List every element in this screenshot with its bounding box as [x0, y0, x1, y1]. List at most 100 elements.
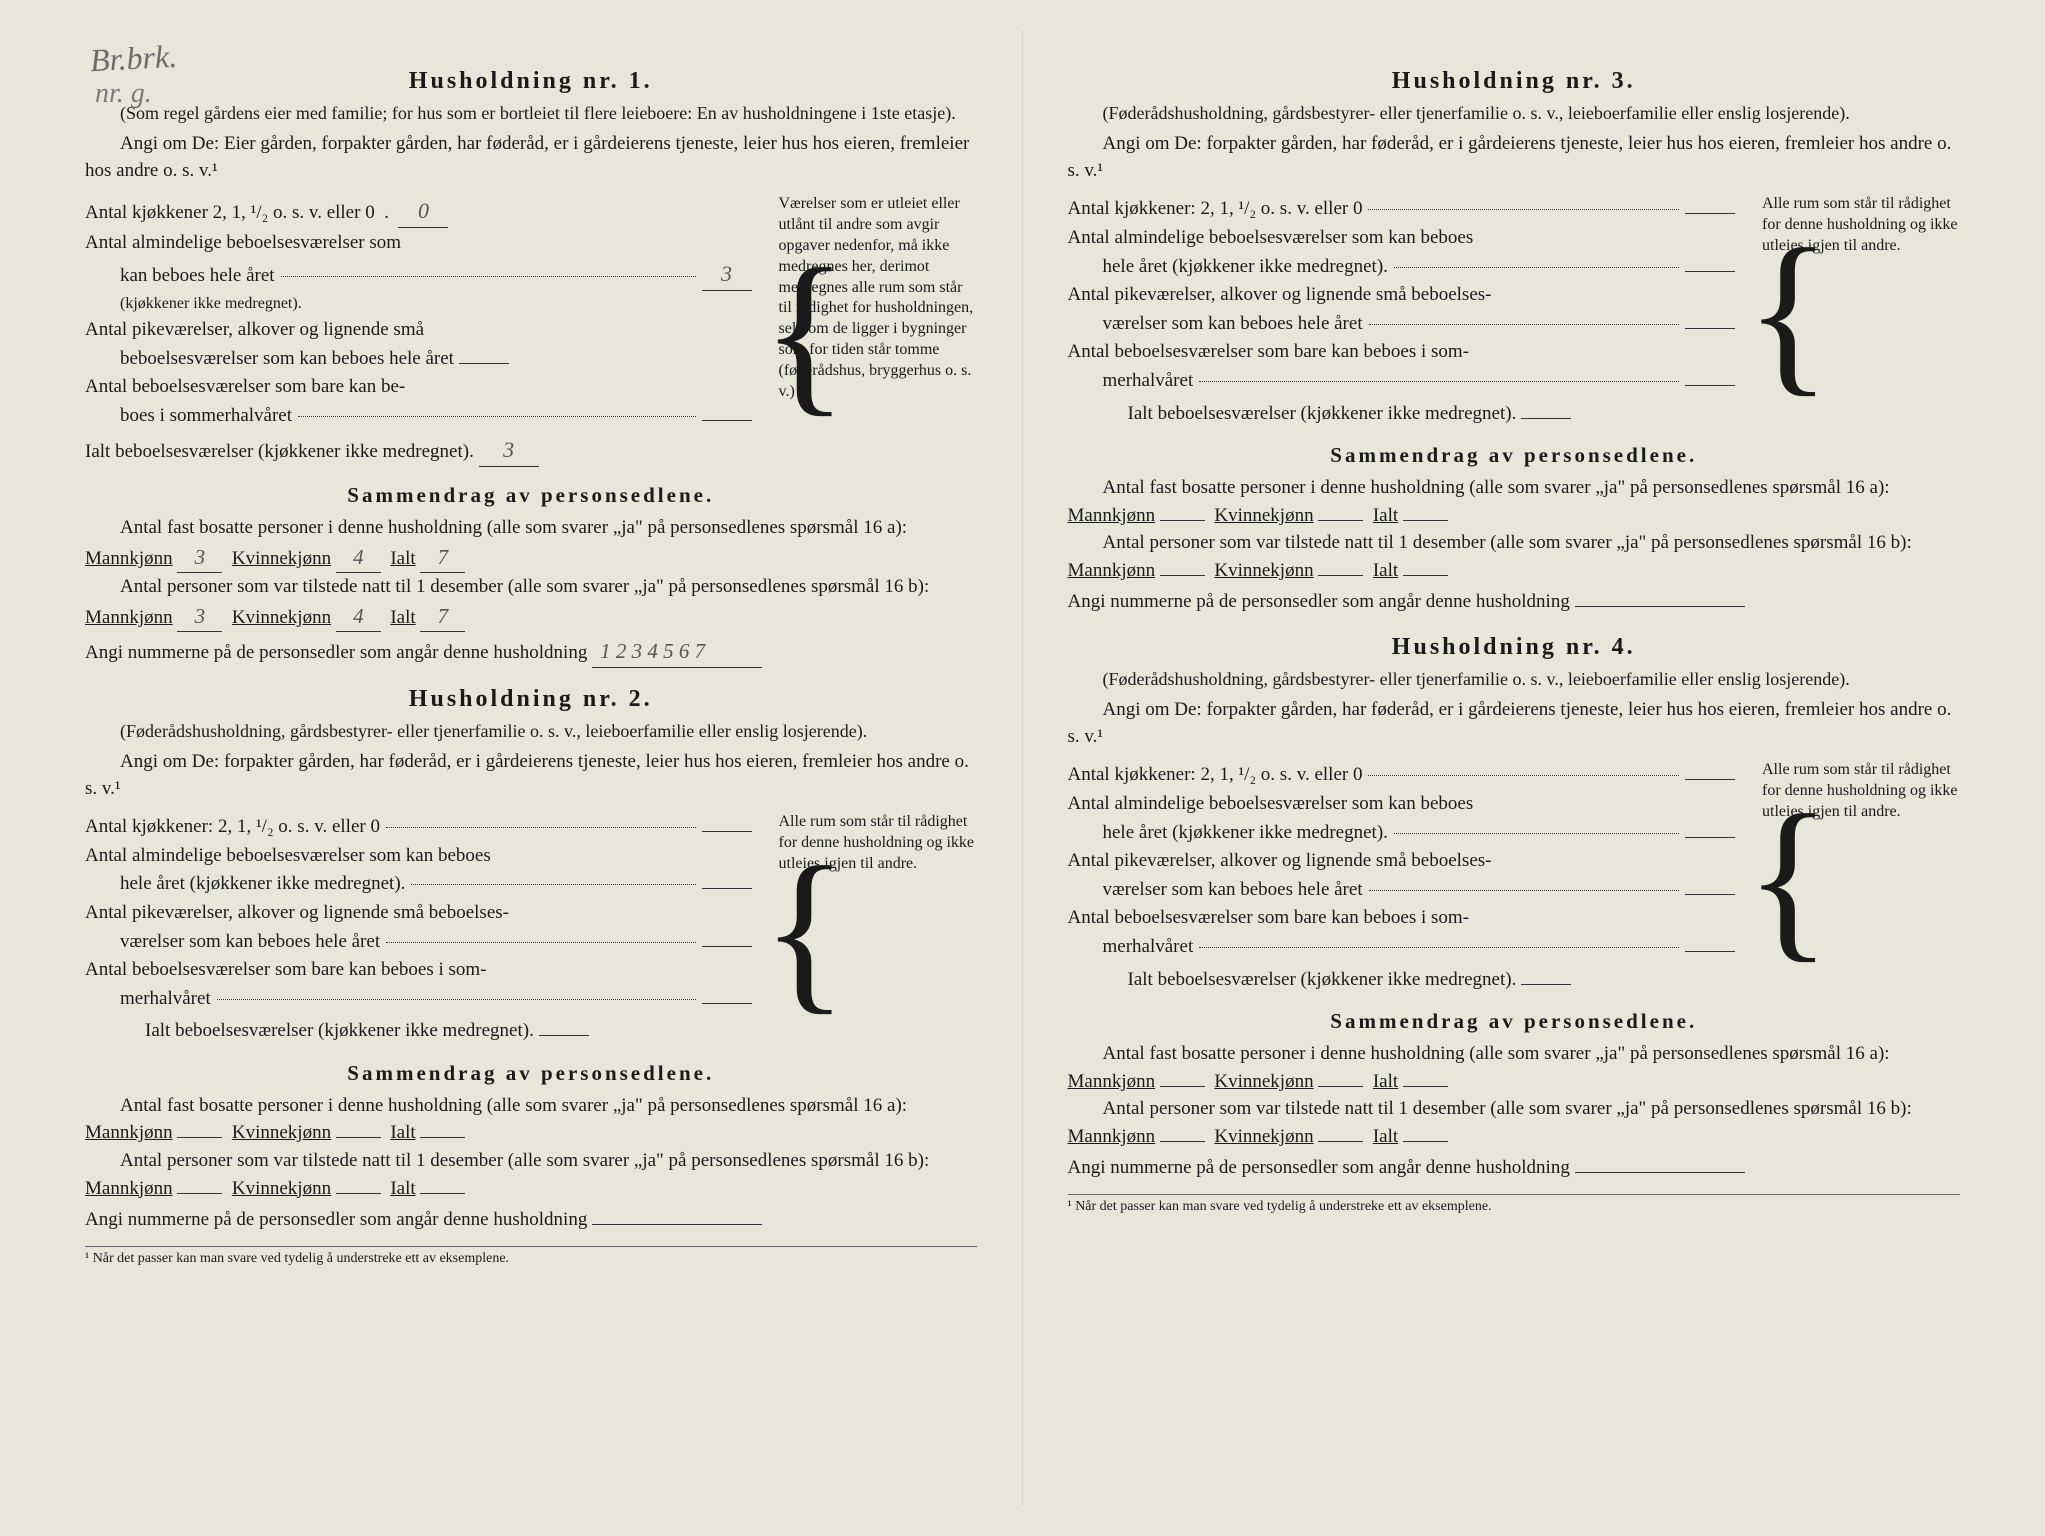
kvinn-label-4b: Kvinnekjønn [1214, 1126, 1313, 1147]
v3-ialt-b [1403, 575, 1448, 576]
v3-som [1685, 385, 1735, 386]
q-som2: boes i sommerhalvåret [120, 403, 292, 430]
p16b-2-text: Antal personer som var tilstede natt til… [85, 1147, 977, 1175]
v4-mann-a [1160, 1086, 1205, 1087]
household-4-title: Husholdning nr. 4. [1068, 634, 1961, 661]
household-2-title: Husholdning nr. 2. [85, 686, 977, 713]
household-4-sammen-title: Sammendrag av personsedlene. [1068, 1009, 1961, 1034]
q4-kjokken: Antal kjøkkener: 2, 1, ¹/₂ o. s. v. elle… [1068, 762, 1363, 789]
handwritten-annotation-1: Br.brk. [89, 38, 178, 80]
q3-alm2: hele året (kjøkkener ikke medregnet). [1103, 254, 1388, 281]
p16a-text: Antal fast bosatte personer i denne hush… [85, 514, 977, 542]
q4-som1: Antal beboelsesværelser som bare kan beb… [1068, 905, 1470, 932]
q-alm-note: (kjøkkener ikke medregnet). [120, 293, 302, 315]
v2-pike [702, 946, 752, 947]
ialt-label-3b: Ialt [1373, 560, 1398, 581]
ialt-label-3: Ialt [1373, 505, 1398, 526]
q-ialt: Ialt beboelsesværelser (kjøkkener ikke m… [85, 439, 474, 466]
mann-label-4b: Mannkjønn [1068, 1126, 1156, 1147]
p16b-3-text: Antal personer som var tilstede natt til… [1068, 529, 1961, 557]
household-1-angi: Angi om De: Eier gården, forpakter gårde… [85, 131, 977, 184]
q2-pike2: værelser som kan beboes hele året [120, 929, 380, 956]
household-3-subtitle: (Føderådshusholdning, gårdsbestyrer- ell… [1068, 101, 1961, 125]
household-3-sidenote: { Alle rum som står til rådighet for den… [1750, 194, 1960, 429]
household-3-questions: Antal kjøkkener: 2, 1, ¹/₂ o. s. v. elle… [1068, 194, 1961, 429]
q4-som2: merhalvåret [1103, 934, 1194, 961]
v-num: 1 2 3 4 5 6 7 [592, 636, 762, 667]
brace-icon-3: { [1745, 194, 1760, 429]
kvinn-label-3b: Kvinnekjønn [1214, 560, 1313, 581]
brace-icon-4: { [1745, 760, 1760, 995]
v2-kvinn-a [336, 1137, 381, 1138]
v-mann-a: 3 [177, 542, 222, 573]
q2-som2: merhalvåret [120, 986, 211, 1013]
right-page: Husholdning nr. 3. (Føderådshusholdning,… [1023, 30, 2006, 1506]
q-alm2: kan beboes hele året [120, 263, 275, 290]
angi-num-text: Angi nummerne på de personsedler som ang… [85, 642, 587, 663]
v2-ialt-a [420, 1137, 465, 1138]
p16a-4-text: Antal fast bosatte personer i denne hush… [1068, 1040, 1961, 1068]
v3-mann-a [1160, 520, 1205, 521]
angi-num-4-text: Angi nummerne på de personsedler som ang… [1068, 1157, 1570, 1178]
household-1-questions-left: Antal kjøkkener 2, 1, ¹/₂ o. s. v. eller… [85, 194, 752, 469]
q3-pike1: Antal pikeværelser, alkover og lignende … [1068, 282, 1492, 309]
v2-mann-a [177, 1137, 222, 1138]
ialt-label-2: Ialt [390, 1122, 415, 1143]
household-3-sammen-title: Sammendrag av personsedlene. [1068, 443, 1961, 468]
v4-mann-b [1160, 1141, 1205, 1142]
p16b-text: Antal personer som var tilstede natt til… [85, 573, 977, 601]
v-alm: 3 [702, 259, 752, 291]
household-4-subtitle: (Føderådshusholdning, gårdsbestyrer- ell… [1068, 667, 1961, 691]
v-ialt-b: 7 [420, 601, 465, 632]
p16a-3-text: Antal fast bosatte personer i denne hush… [1068, 474, 1961, 502]
v3-kvinn-a [1318, 520, 1363, 521]
household-1-subtitle: (Som regel gårdens eier med familie; for… [85, 101, 977, 125]
left-page: Br.brk. nr. g. Husholdning nr. 1. (Som r… [40, 30, 1023, 1506]
household-2-angi: Angi om De: forpakter gården, har føderå… [85, 749, 977, 802]
mann-label: Mannkjønn [85, 548, 173, 569]
v4-ialt-a [1403, 1086, 1448, 1087]
v3-ialt-a [1403, 520, 1448, 521]
v3-ialt [1521, 418, 1571, 419]
v4-alm [1685, 837, 1735, 838]
household-2-sammen-title: Sammendrag av personsedlene. [85, 1061, 977, 1086]
v3-kvinn-b [1318, 575, 1363, 576]
v4-pike [1685, 894, 1735, 895]
p16b-3-values: Mannkjønn Kvinnekjønn Ialt [1068, 557, 1961, 585]
angi-num-2-line: Angi nummerne på de personsedler som ang… [85, 1206, 977, 1234]
v4-som [1685, 951, 1735, 952]
v-kvinn-a: 4 [336, 542, 381, 573]
kvinn-label-3: Kvinnekjønn [1214, 505, 1313, 526]
q4-pike1: Antal pikeværelser, alkover og lignende … [1068, 848, 1492, 875]
household-2: Husholdning nr. 2. (Føderådshusholdning,… [85, 686, 977, 1234]
q-kjokken: Antal kjøkkener 2, 1, ¹/₂ o. s. v. eller… [85, 200, 375, 227]
v-mann-b: 3 [177, 601, 222, 632]
angi-num-3-line: Angi nummerne på de personsedler som ang… [1068, 588, 1961, 616]
v3-num [1575, 606, 1745, 607]
v2-ialt [539, 1035, 589, 1036]
v4-ialt [1521, 984, 1571, 985]
brace-icon-2: { [762, 812, 777, 1047]
p16b-4-values: Mannkjønn Kvinnekjønn Ialt [1068, 1123, 1961, 1151]
household-1-title: Husholdning nr. 1. [85, 68, 977, 95]
p16a-4-values: Mannkjønn Kvinnekjønn Ialt [1068, 1068, 1961, 1096]
q3-alm1: Antal almindelige beboelsesværelser som … [1068, 225, 1474, 252]
q4-ialt: Ialt beboelsesværelser (kjøkkener ikke m… [1128, 967, 1517, 994]
household-1: Husholdning nr. 1. (Som regel gårdens ei… [85, 68, 977, 668]
mann-label-4: Mannkjønn [1068, 1071, 1156, 1092]
kvinn-label-4: Kvinnekjønn [1214, 1071, 1313, 1092]
q4-alm1: Antal almindelige beboelsesværelser som … [1068, 791, 1474, 818]
v-ialt-a: 7 [420, 542, 465, 573]
q3-som2: merhalvåret [1103, 368, 1194, 395]
mann-label-3b: Mannkjønn [1068, 560, 1156, 581]
ialt-label-b: Ialt [390, 607, 415, 628]
p16a-values: Mannkjønn 3 Kvinnekjønn 4 Ialt 7 [85, 542, 977, 573]
household-2-questions-left: Antal kjøkkener: 2, 1, ¹/₂ o. s. v. elle… [85, 812, 752, 1047]
p16a-2-text: Antal fast bosatte personer i denne hush… [85, 1092, 977, 1120]
mann-label-2b: Mannkjønn [85, 1178, 173, 1199]
angi-num-2-text: Angi nummerne på de personsedler som ang… [85, 1209, 587, 1230]
household-2-subtitle: (Føderådshusholdning, gårdsbestyrer- ell… [85, 719, 977, 743]
v2-kjokken [702, 831, 752, 832]
p16b-values: Mannkjønn 3 Kvinnekjønn 4 Ialt 7 [85, 601, 977, 632]
q-pike1: Antal pikeværelser, alkover og lignende … [85, 317, 424, 344]
